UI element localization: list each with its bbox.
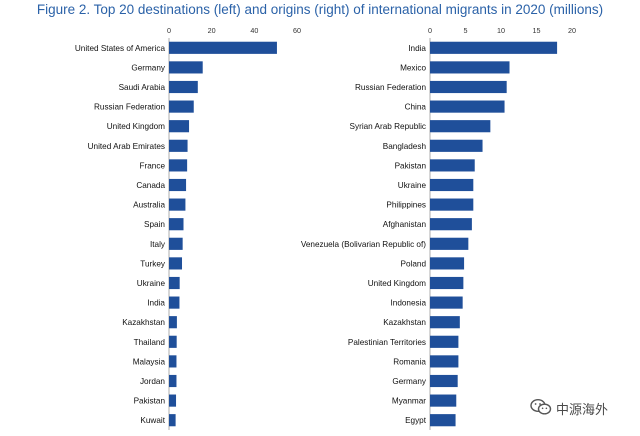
dest-bar (169, 355, 177, 368)
origin-bar (430, 178, 474, 192)
origin-x-tick-label: 5 (464, 26, 468, 35)
origin-x-tick-label: 20 (568, 26, 576, 35)
origin-category-label: Kazakhstan (383, 318, 426, 327)
dest-category-label: Jordan (140, 377, 165, 386)
origin-bar (430, 41, 558, 54)
dest-bar (169, 100, 194, 113)
dest-bar (169, 178, 187, 192)
watermark-text: 中源海外 (556, 402, 609, 417)
dest-bar (169, 198, 186, 211)
origin-bar (430, 237, 469, 250)
origin-category-label: Indonesia (390, 299, 426, 308)
dest-x-tick-label: 40 (250, 26, 258, 35)
dest-bar (169, 296, 180, 309)
dest-bar (169, 414, 176, 427)
dest-bar (169, 159, 188, 172)
dest-category-label: India (147, 299, 165, 308)
dest-category-label: United Kingdom (107, 122, 165, 131)
dest-bar (169, 120, 190, 133)
dest-bar (169, 237, 183, 250)
origin-bar (430, 80, 507, 94)
dest-x-tick-label: 60 (293, 26, 301, 35)
dest-x-tick-label: 20 (208, 26, 216, 35)
dest-category-label: Canada (136, 181, 165, 190)
dest-category-label: Germany (131, 63, 166, 72)
origin-category-label: Syrian Arab Republic (350, 122, 426, 131)
dest-category-label: Malaysia (133, 357, 166, 366)
dest-bar (169, 61, 203, 74)
origin-category-label: Philippines (386, 201, 426, 210)
origin-bar (430, 100, 505, 113)
dest-bar (169, 41, 277, 54)
origin-bar (430, 414, 456, 427)
origin-category-label: Russian Federation (355, 83, 426, 92)
dest-category-label: Ukraine (137, 279, 166, 288)
origin-x-tick-label: 0 (428, 26, 432, 35)
origin-category-label: Venezuela (Bolivarian Republic of) (301, 240, 426, 249)
dest-x-tick-label: 0 (167, 26, 171, 35)
dest-category-label: United Arab Emirates (88, 142, 165, 151)
dest-category-label: United States of America (75, 44, 166, 53)
origin-bar (430, 276, 464, 290)
origin-bar (430, 218, 472, 231)
origin-category-label: United Kingdom (368, 279, 426, 288)
origin-category-label: Mexico (400, 63, 426, 72)
origin-bar (430, 159, 475, 172)
origin-category-label: Myanmar (392, 397, 426, 406)
origin-category-label: Egypt (405, 416, 427, 425)
origin-category-label: Pakistan (395, 161, 427, 170)
origin-category-label: Germany (392, 377, 427, 386)
origin-category-label: Bangladesh (383, 142, 427, 151)
dest-bar (169, 374, 177, 388)
dest-category-label: Spain (144, 220, 165, 229)
dest-bar (169, 316, 177, 329)
dest-category-label: Pakistan (134, 397, 166, 406)
origin-category-label: China (405, 103, 427, 112)
dest-category-label: Turkey (140, 259, 166, 268)
origin-category-label: Romania (393, 357, 426, 366)
dest-category-label: France (140, 161, 166, 170)
chart-title: Figure 2. Top 20 destinations (left) and… (36, 2, 604, 17)
dest-category-label: Australia (133, 201, 165, 210)
origin-bar (430, 61, 510, 74)
origin-category-label: Ukraine (398, 181, 427, 190)
origin-category-label: India (408, 44, 426, 53)
dest-bar (169, 276, 180, 290)
dest-category-label: Kuwait (140, 416, 165, 425)
dest-bar (169, 80, 198, 94)
origin-bar (430, 198, 474, 211)
origin-bar (430, 355, 459, 368)
origin-bar (430, 257, 465, 270)
dest-category-label: Saudi Arabia (119, 83, 166, 92)
dest-bar (169, 394, 177, 407)
origin-bar (430, 139, 483, 152)
watermark: 中源海外 (530, 398, 634, 418)
origin-category-label: Poland (401, 259, 427, 268)
dest-category-label: Russian Federation (94, 103, 165, 112)
dest-category-label: Kazakhstan (122, 318, 165, 327)
dest-bar (169, 218, 184, 231)
origin-bar (430, 335, 459, 348)
origin-bar (430, 394, 457, 407)
dest-bar (169, 257, 183, 270)
dest-category-label: Thailand (134, 338, 166, 347)
origin-bar (430, 316, 460, 329)
wechat-icon (530, 398, 552, 415)
dest-bar (169, 139, 188, 152)
origin-bar (430, 296, 463, 309)
origin-bar (430, 120, 491, 133)
origin-bar (430, 374, 458, 388)
dest-bar (169, 335, 177, 348)
origin-x-tick-label: 10 (497, 26, 505, 35)
dest-category-label: Italy (150, 240, 166, 249)
origin-category-label: Afghanistan (383, 220, 427, 229)
origin-category-label: Palestinian Territories (348, 338, 426, 347)
origin-x-tick-label: 15 (533, 26, 541, 35)
